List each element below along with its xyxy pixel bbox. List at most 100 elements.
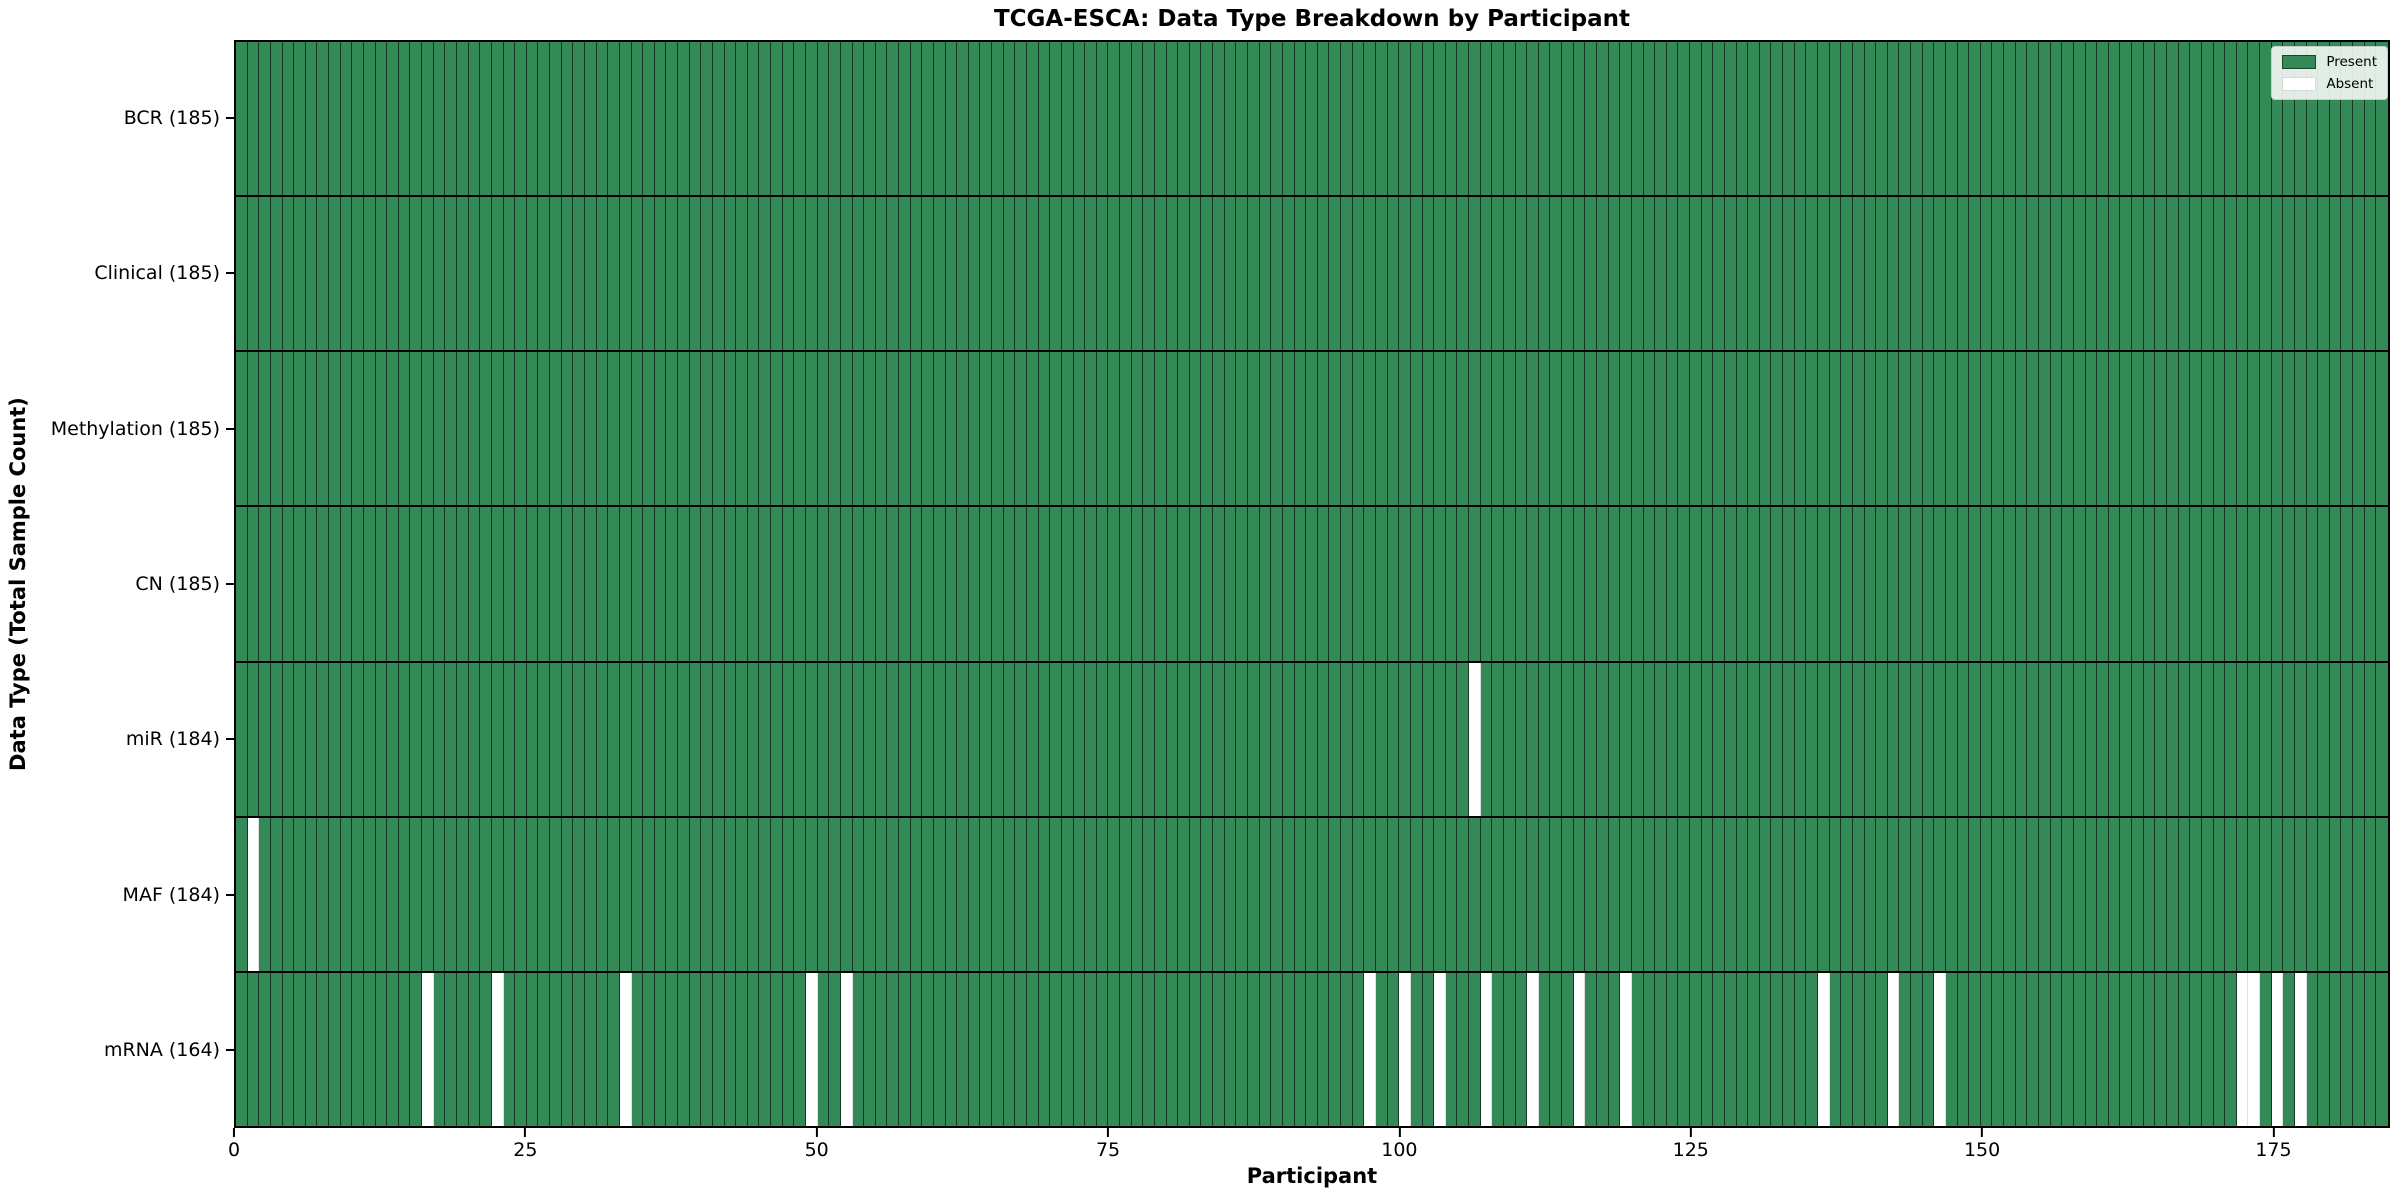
present-cell [933,42,946,196]
present-cell [2260,197,2272,351]
present-cell [922,197,934,351]
present-cell [2283,197,2295,351]
absent-cell [247,817,260,971]
present-cell [247,42,260,196]
present-cell [992,972,1004,1126]
present-cell [689,352,702,506]
present-cell [1818,507,1830,661]
present-cell [1992,352,2005,506]
present-cell [2353,352,2365,506]
present-cell [1643,42,1656,196]
absent-cell [2271,972,2284,1126]
present-cell [1538,507,1551,661]
present-cell [1631,197,1644,351]
present-cell [340,352,353,506]
present-cell [550,507,562,661]
present-cell [1399,662,1411,816]
present-cell [1818,817,1830,971]
present-cell [2271,42,2284,196]
present-cell [305,972,318,1126]
present-cell [619,197,632,351]
present-cell [864,197,876,351]
present-cell [363,507,376,661]
present-cell [922,817,934,971]
present-cell [259,197,271,351]
present-cell [747,507,760,661]
present-cell [864,972,876,1126]
present-cell [2329,662,2342,816]
present-cell [573,42,585,196]
present-cell [1748,507,1760,661]
present-cell [899,817,911,971]
present-cell [294,352,306,506]
present-cell [1306,42,1318,196]
present-cell [1073,972,1086,1126]
present-cell [1655,972,1667,1126]
present-cell [2306,507,2319,661]
present-cell [1690,662,1702,816]
present-cell [933,817,946,971]
present-cell [375,972,388,1126]
present-cell [654,42,667,196]
present-cell [782,352,795,506]
present-cell [759,817,772,971]
present-cell [1864,352,1877,506]
present-cell [980,352,993,506]
present-cell [1922,197,1935,351]
present-cell [2236,507,2249,661]
present-cell [2120,507,2133,661]
present-cell [1015,662,1027,816]
present-cell [2190,352,2202,506]
present-cell [1131,352,1144,506]
present-cell [1992,507,2005,661]
y-tick-mark [226,738,234,741]
present-cell [363,817,376,971]
present-cell [619,662,632,816]
present-cell [2294,42,2307,196]
present-cell [2318,507,2330,661]
present-cell [957,42,969,196]
row-mrna [236,972,2388,1126]
present-cell [2015,42,2028,196]
present-cell [689,972,702,1126]
present-cell [1131,662,1144,816]
present-cell [1178,352,1190,506]
present-cell [2108,42,2121,196]
present-cell [457,352,469,506]
present-cell [829,507,841,661]
present-cell [457,507,469,661]
present-cell [1771,197,1784,351]
present-cell [433,662,446,816]
present-cell [1003,352,1016,506]
present-cell [1562,662,1574,816]
present-cell [2376,972,2388,1126]
present-cell [1666,42,1679,196]
present-cell [387,352,399,506]
present-cell [1434,352,1446,506]
present-cell [236,507,248,661]
present-cell [666,352,679,506]
present-cell [1189,352,1202,506]
present-cell [2004,507,2016,661]
present-cell [1492,662,1504,816]
present-cell [1538,352,1551,506]
present-cell [864,352,876,506]
present-cell [980,507,993,661]
present-cell [1166,972,1179,1126]
present-cell [1911,42,1923,196]
present-cell [829,42,841,196]
present-cell [1469,197,1481,351]
present-cell [1108,42,1121,196]
present-cell [1108,507,1121,661]
present-cell [1306,972,1318,1126]
present-cell [1899,42,1912,196]
present-cell [945,352,958,506]
present-cell [1794,352,1807,506]
present-cell [2353,817,2365,971]
present-cell [1701,507,1714,661]
present-cell [573,507,585,661]
present-cell [294,42,306,196]
x-tick: 25 [513,1128,537,1161]
present-cell [1701,352,1714,506]
present-cell [550,42,562,196]
